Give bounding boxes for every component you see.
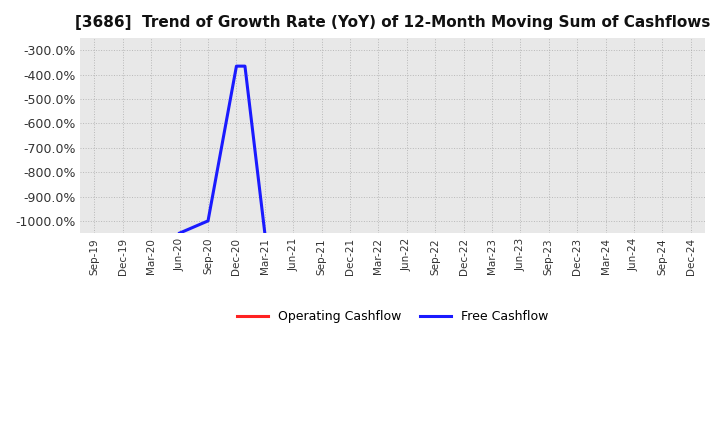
Legend: Operating Cashflow, Free Cashflow: Operating Cashflow, Free Cashflow bbox=[232, 305, 554, 328]
Free Cashflow bbox=[261, 231, 269, 236]
Free Cashflow bbox=[204, 218, 212, 224]
Title: [3686]  Trend of Growth Rate (YoY) of 12-Month Moving Sum of Cashflows: [3686] Trend of Growth Rate (YoY) of 12-… bbox=[75, 15, 711, 30]
Free Cashflow bbox=[175, 231, 184, 236]
Free Cashflow bbox=[232, 63, 240, 69]
Free Cashflow bbox=[240, 63, 249, 69]
Line: Free Cashflow: Free Cashflow bbox=[179, 66, 265, 233]
